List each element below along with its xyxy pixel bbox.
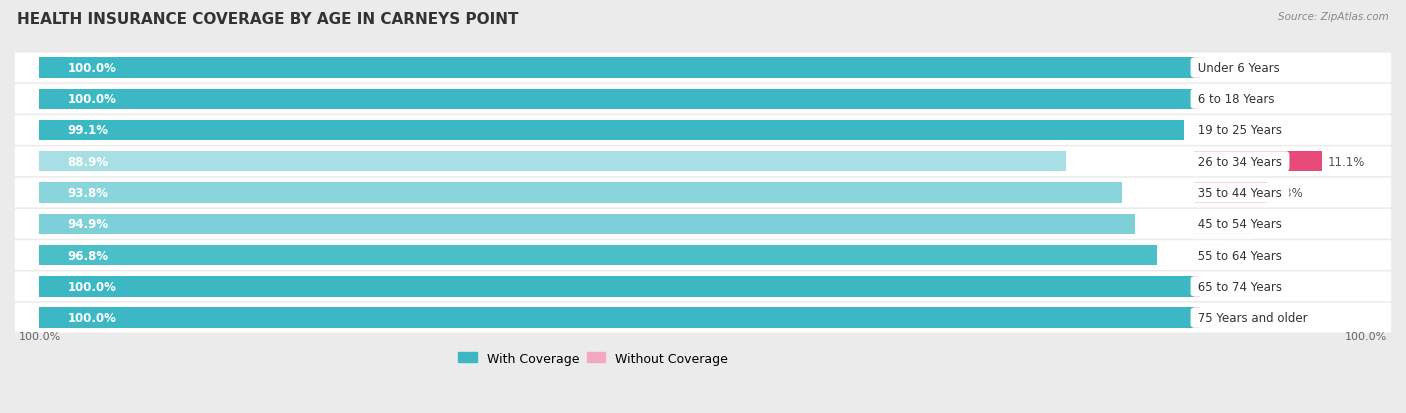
FancyBboxPatch shape: [15, 178, 1391, 208]
Text: 26 to 34 Years: 26 to 34 Years: [1194, 155, 1286, 169]
Text: 0.0%: 0.0%: [1206, 62, 1236, 75]
Text: 100.0%: 100.0%: [1344, 331, 1388, 341]
Text: 96.8%: 96.8%: [67, 249, 108, 262]
Text: 94.9%: 94.9%: [67, 218, 108, 231]
Bar: [38, 58, 1194, 78]
Text: 5.1%: 5.1%: [1258, 218, 1288, 231]
Text: 3.2%: 3.2%: [1237, 249, 1267, 262]
Bar: [38, 183, 1122, 203]
FancyBboxPatch shape: [15, 209, 1391, 239]
Bar: [38, 308, 1194, 328]
FancyBboxPatch shape: [15, 85, 1391, 114]
FancyBboxPatch shape: [15, 53, 1391, 83]
Bar: [38, 277, 1194, 297]
Bar: [38, 245, 1157, 266]
Text: 6 to 18 Years: 6 to 18 Years: [1194, 93, 1278, 106]
Text: 100.0%: 100.0%: [67, 280, 117, 293]
Text: 100.0%: 100.0%: [67, 93, 117, 106]
Text: 93.8%: 93.8%: [67, 187, 108, 199]
Text: 99.1%: 99.1%: [67, 124, 108, 137]
Text: Source: ZipAtlas.com: Source: ZipAtlas.com: [1278, 12, 1389, 22]
Text: 100.0%: 100.0%: [67, 311, 117, 324]
Text: 0.0%: 0.0%: [1206, 311, 1236, 324]
Bar: [1194, 152, 1323, 172]
Bar: [1194, 89, 1199, 109]
Bar: [38, 89, 1194, 109]
FancyBboxPatch shape: [15, 303, 1391, 333]
Bar: [1194, 121, 1205, 141]
Text: 6.3%: 6.3%: [1272, 187, 1302, 199]
Text: 45 to 54 Years: 45 to 54 Years: [1194, 218, 1285, 231]
Text: 100.0%: 100.0%: [18, 331, 62, 341]
Text: 55 to 64 Years: 55 to 64 Years: [1194, 249, 1285, 262]
Text: Under 6 Years: Under 6 Years: [1194, 62, 1284, 75]
Text: 0.0%: 0.0%: [1206, 280, 1236, 293]
FancyBboxPatch shape: [15, 147, 1391, 177]
Text: 65 to 74 Years: 65 to 74 Years: [1194, 280, 1286, 293]
Bar: [38, 152, 1066, 172]
Bar: [1194, 214, 1253, 235]
Bar: [1194, 58, 1199, 78]
FancyBboxPatch shape: [15, 241, 1391, 270]
Text: 100.0%: 100.0%: [67, 62, 117, 75]
Text: 19 to 25 Years: 19 to 25 Years: [1194, 124, 1286, 137]
Bar: [1194, 245, 1232, 266]
Text: 0.0%: 0.0%: [1206, 93, 1236, 106]
Text: HEALTH INSURANCE COVERAGE BY AGE IN CARNEYS POINT: HEALTH INSURANCE COVERAGE BY AGE IN CARN…: [17, 12, 519, 27]
Bar: [1194, 183, 1267, 203]
Bar: [1194, 308, 1199, 328]
Bar: [1194, 277, 1199, 297]
Text: 35 to 44 Years: 35 to 44 Years: [1194, 187, 1285, 199]
Bar: [38, 214, 1135, 235]
Text: 75 Years and older: 75 Years and older: [1194, 311, 1312, 324]
Text: 88.9%: 88.9%: [67, 155, 108, 169]
Bar: [38, 121, 1184, 141]
Text: 0.88%: 0.88%: [1211, 124, 1247, 137]
Text: 11.1%: 11.1%: [1329, 155, 1365, 169]
FancyBboxPatch shape: [15, 116, 1391, 145]
Legend: With Coverage, Without Coverage: With Coverage, Without Coverage: [453, 347, 733, 370]
FancyBboxPatch shape: [15, 272, 1391, 301]
